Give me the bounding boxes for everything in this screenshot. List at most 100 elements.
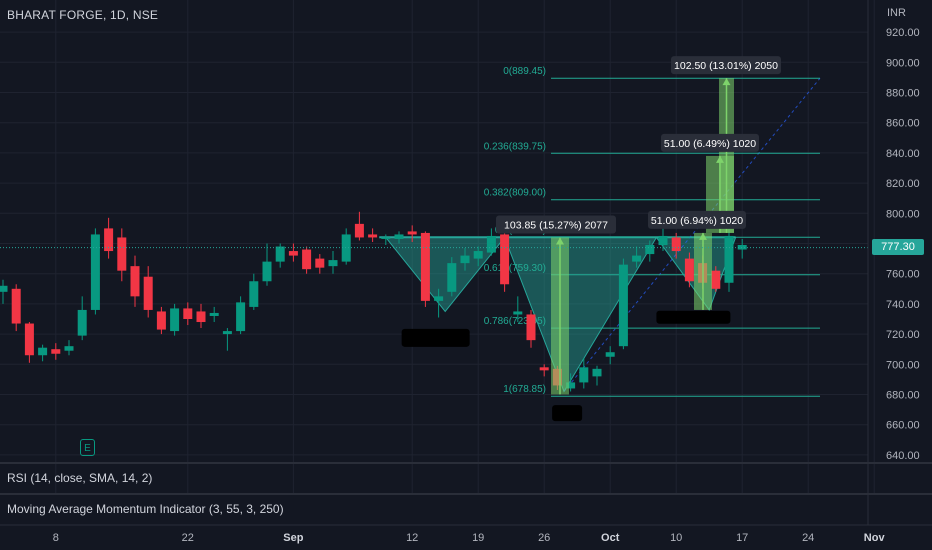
candle-body — [38, 347, 48, 356]
candle-body — [143, 276, 153, 310]
measure-top-label: 102.50 (13.01%) 2050 — [674, 60, 778, 72]
candle-body — [11, 288, 21, 324]
candle-body — [526, 314, 536, 341]
candle-body — [632, 255, 642, 262]
last-price-tag: 777.30 — [872, 239, 924, 255]
x-tick-label: 22 — [182, 532, 194, 544]
x-tick-label: 8 — [53, 532, 59, 544]
candle-body — [24, 323, 34, 356]
candle-body — [724, 235, 734, 283]
x-tick-label: 24 — [802, 532, 814, 544]
x-tick-label: 19 — [472, 532, 484, 544]
candle-body — [209, 312, 219, 316]
candle-body — [407, 231, 417, 235]
candle-body — [381, 237, 391, 239]
indicator-panes — [0, 462, 932, 495]
y-tick-label: 840.00 — [886, 148, 920, 160]
candle-body — [645, 245, 655, 255]
measure-top-label-bg — [671, 56, 781, 75]
measure-top-arrowhead — [722, 78, 731, 86]
y-tick-label: 640.00 — [886, 450, 920, 462]
fib-level-label: 0.236(839.75) — [484, 141, 546, 152]
y-tick-label: 900.00 — [886, 57, 920, 69]
y-tick-label: 700.00 — [886, 359, 920, 371]
candle-body — [420, 232, 430, 301]
candle-body — [117, 237, 127, 271]
candle-body — [104, 228, 114, 252]
candle-body — [130, 266, 140, 297]
candle-body — [222, 331, 232, 335]
symbol-title: BHARAT FORGE, 1D, NSE — [7, 8, 159, 22]
candle-body — [513, 311, 523, 315]
candle-body — [460, 255, 470, 264]
candle-body — [579, 367, 589, 383]
x-tick-label: 26 — [538, 532, 550, 544]
x-tick-label: 12 — [406, 532, 418, 544]
candle-body — [249, 281, 259, 307]
candle-body — [0, 285, 8, 292]
right-shoulder-marker — [656, 310, 731, 324]
candle-body — [302, 249, 312, 270]
candle-body — [196, 311, 206, 323]
candle-body — [618, 264, 628, 347]
x-tick-label: Sep — [283, 532, 303, 544]
earnings-icon[interactable]: E — [80, 439, 95, 456]
y-tick-label: 860.00 — [886, 118, 920, 130]
candle-body — [77, 309, 87, 336]
measure-mid-label-bg — [661, 133, 759, 152]
candle-body — [275, 246, 285, 262]
measure-mid-label: 51.00 (6.49%) 1020 — [664, 138, 756, 150]
candle-body — [711, 270, 721, 289]
candle-body — [447, 263, 457, 292]
x-tick-label: 10 — [670, 532, 682, 544]
candle-body — [341, 234, 351, 262]
candle-body — [183, 308, 193, 319]
candle-body — [328, 260, 338, 267]
candle-body — [737, 245, 747, 250]
candle-body — [473, 251, 483, 259]
candle-body — [156, 311, 166, 330]
y-tick-label: 820.00 — [886, 178, 920, 190]
candle-body — [486, 235, 496, 253]
head-marker — [552, 405, 583, 422]
candle-body — [539, 367, 549, 371]
y-tick-label: 660.00 — [886, 420, 920, 432]
candle-body — [684, 258, 694, 282]
y-tick-label: 720.00 — [886, 329, 920, 341]
x-tick-label: 17 — [736, 532, 748, 544]
fib-level-label: 1(678.85) — [503, 384, 546, 395]
measure-mid-arrowhead — [716, 155, 724, 163]
projection-trendline — [563, 77, 821, 392]
price-range-measures[interactable]: 102.50 (13.01%) 2050 51.00 (6.49%) 1020 51… — [496, 56, 781, 395]
measure-right-label-bg — [648, 210, 746, 229]
fib-level-label: 0.786(723.95) — [484, 316, 546, 327]
candle-body — [315, 258, 325, 268]
measure-left-label: 103.85 (15.27%) 2077 — [504, 219, 608, 231]
y-tick-label: 740.00 — [886, 299, 920, 311]
candle-body — [434, 296, 444, 301]
candle-body — [170, 308, 180, 332]
measure-left-label-bg — [496, 215, 616, 234]
left-shoulder-marker — [401, 328, 470, 347]
mam-indicator-label[interactable]: Moving Average Momentum Indicator (3, 55… — [7, 502, 284, 516]
candle-body — [51, 349, 61, 354]
y-tick-label: 680.00 — [886, 390, 920, 402]
rsi-indicator-label[interactable]: RSI (14, close, SMA, 14, 2) — [7, 471, 153, 485]
candle-body — [368, 234, 378, 238]
measure-right-label: 51.00 (6.94%) 1020 — [651, 215, 743, 227]
candle-body — [394, 234, 404, 239]
x-tick-label: Oct — [601, 532, 620, 544]
candle-body — [288, 251, 298, 256]
y-tick-label: 880.00 — [886, 88, 920, 100]
measure-left-arrowhead — [556, 237, 564, 245]
fib-level-label: 0.382(809.00) — [484, 188, 546, 199]
candle-body — [262, 261, 272, 282]
x-tick-label: Nov — [864, 532, 886, 544]
candle-body — [64, 346, 74, 351]
candle-body — [658, 235, 668, 246]
pattern-triangle — [384, 236, 506, 313]
candle-body — [566, 382, 576, 389]
candle-body — [236, 302, 246, 332]
